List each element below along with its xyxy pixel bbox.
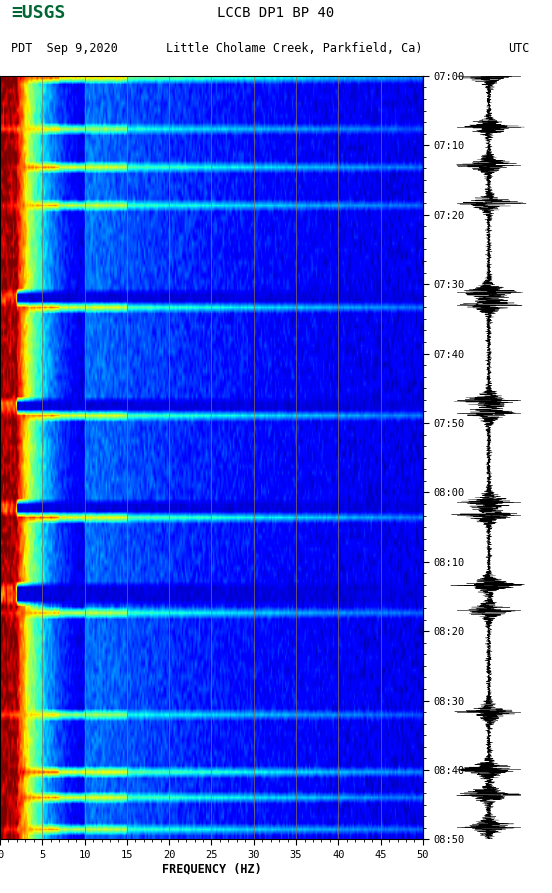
Text: LCCB DP1 BP 40: LCCB DP1 BP 40 — [217, 6, 335, 20]
Text: Little Cholame Creek, Parkfield, Ca): Little Cholame Creek, Parkfield, Ca) — [166, 42, 422, 54]
X-axis label: FREQUENCY (HZ): FREQUENCY (HZ) — [162, 863, 261, 876]
Text: ≡USGS: ≡USGS — [11, 4, 66, 21]
Text: UTC: UTC — [508, 42, 529, 54]
Text: PDT  Sep 9,2020: PDT Sep 9,2020 — [11, 42, 118, 54]
